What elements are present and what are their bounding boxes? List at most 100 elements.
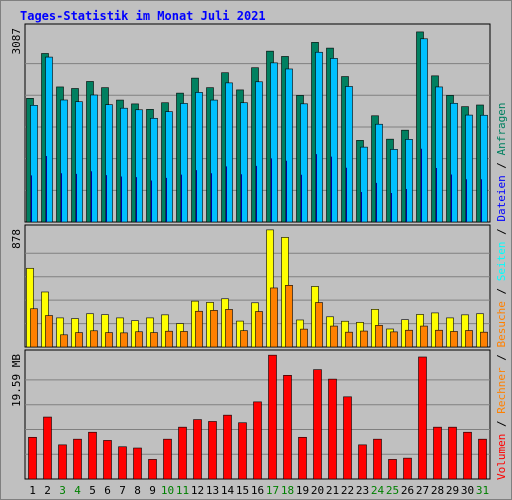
bar-volumen-11	[178, 426, 187, 480]
bar-volumen-23	[358, 444, 367, 480]
x-tick-label-9: 9	[149, 484, 156, 497]
x-tick-label-4: 4	[74, 484, 81, 497]
y-max-label-middle: 878	[10, 229, 23, 249]
bar-dateien-20	[315, 51, 323, 223]
bar-dateien-15	[240, 102, 248, 223]
bar-besuche-6	[105, 332, 113, 348]
bar-besuche-15	[240, 330, 248, 348]
bar-volumen-22	[343, 396, 352, 480]
legend-item-dateien: Dateien	[495, 175, 508, 221]
legend-item-besuche: Besuche	[495, 301, 508, 347]
bar-besuche-7	[120, 332, 128, 348]
bar-besuche-4	[75, 332, 83, 348]
bar-volumen-9	[148, 459, 157, 480]
bar-volumen-4	[73, 438, 82, 480]
bar-seiten-6	[101, 314, 109, 348]
bar-volumen-29	[448, 426, 457, 480]
bar-besuche-2	[45, 315, 53, 348]
bar-besuche-24	[375, 325, 383, 348]
bar-dateien-31	[480, 114, 488, 223]
x-tick-label-28: 28	[431, 484, 444, 497]
x-tick-label-26: 26	[401, 484, 414, 497]
x-tick-label-22: 22	[341, 484, 354, 497]
x-tick-label-3: 3	[59, 484, 66, 497]
bar-besuche-1	[30, 308, 38, 348]
bar-volumen-1	[28, 436, 37, 480]
bar-volumen-30	[463, 431, 472, 480]
bar-volumen-16	[253, 401, 262, 480]
bar-volumen-3	[58, 444, 67, 480]
x-tick-label-21: 21	[326, 484, 339, 497]
bar-dateien-18	[285, 68, 293, 223]
bar-besuche-19	[300, 328, 308, 348]
x-tick-label-27: 27	[416, 484, 429, 497]
bar-volumen-8	[133, 447, 142, 480]
legend-item-seiten: Seiten	[495, 242, 508, 282]
bar-volumen-10	[163, 438, 172, 480]
bar-besuche-25	[390, 331, 398, 348]
x-tick-label-24: 24	[371, 484, 385, 497]
bar-besuche-18	[285, 285, 293, 348]
bar-dateien-28	[435, 86, 443, 223]
chart-title: Tages-Statistik im Monat Juli 2021	[20, 9, 266, 23]
bar-dateien-14	[225, 82, 233, 223]
bar-dateien-9	[150, 117, 158, 223]
bar-volumen-7	[118, 446, 127, 480]
x-tick-label-30: 30	[461, 484, 474, 497]
bar-besuche-27	[420, 325, 428, 348]
bar-volumen-21	[328, 378, 337, 480]
bar-dateien-22	[345, 86, 353, 223]
bar-dateien-5	[90, 94, 98, 223]
bar-volumen-15	[238, 422, 247, 480]
x-tick-label-1: 1	[29, 484, 36, 497]
bar-volumen-27	[418, 356, 427, 480]
x-tick-label-19: 19	[296, 484, 309, 497]
x-tick-label-10: 10	[161, 484, 174, 497]
x-tick-label-8: 8	[134, 484, 141, 497]
bar-seiten-7	[116, 317, 124, 348]
bar-seiten-1	[26, 267, 34, 348]
bar-dateien-2	[45, 56, 53, 223]
x-tick-label-23: 23	[356, 484, 369, 497]
bar-besuche-23	[360, 330, 368, 348]
bar-besuche-31	[480, 331, 488, 348]
legend: Volumen / Rechner / Besuche / Seiten / D…	[495, 102, 508, 480]
bar-dateien-30	[465, 114, 473, 223]
bar-volumen-14	[223, 414, 232, 480]
x-tick-label-6: 6	[104, 484, 111, 497]
bar-volumen-6	[103, 440, 112, 480]
x-tick-label-12: 12	[191, 484, 204, 497]
bar-volumen-2	[43, 416, 52, 480]
bar-volumen-28	[433, 426, 442, 480]
bar-dateien-17	[270, 62, 278, 223]
x-tick-label-13: 13	[206, 484, 219, 497]
bar-volumen-31	[478, 438, 487, 480]
bar-dateien-27	[420, 38, 428, 223]
bar-besuche-11	[180, 331, 188, 348]
bar-dateien-6	[105, 104, 113, 223]
bar-dateien-3	[60, 99, 68, 223]
legend-item-anfragen: Anfragen	[495, 102, 508, 155]
bar-dateien-4	[75, 101, 83, 223]
bar-besuche-13	[210, 310, 218, 348]
bar-besuche-12	[195, 310, 203, 348]
bar-besuche-14	[225, 309, 233, 348]
bar-besuche-21	[330, 325, 338, 348]
bar-volumen-13	[208, 421, 217, 480]
bar-dateien-23	[360, 146, 368, 223]
legend-item-volumen: Volumen	[495, 434, 508, 480]
bar-dateien-13	[210, 99, 218, 223]
bar-volumen-5	[88, 431, 97, 480]
bar-volumen-24	[373, 438, 382, 480]
bar-volumen-25	[388, 459, 397, 480]
bar-volumen-26	[403, 457, 412, 480]
bar-dateien-1	[30, 105, 38, 223]
bar-volumen-18	[283, 375, 292, 480]
x-tick-label-14: 14	[221, 484, 235, 497]
x-tick-label-29: 29	[446, 484, 459, 497]
bar-dateien-8	[135, 109, 143, 223]
bar-besuche-22	[345, 331, 353, 348]
y-max-label-top: 3087	[10, 28, 23, 55]
bar-besuche-16	[255, 311, 263, 348]
